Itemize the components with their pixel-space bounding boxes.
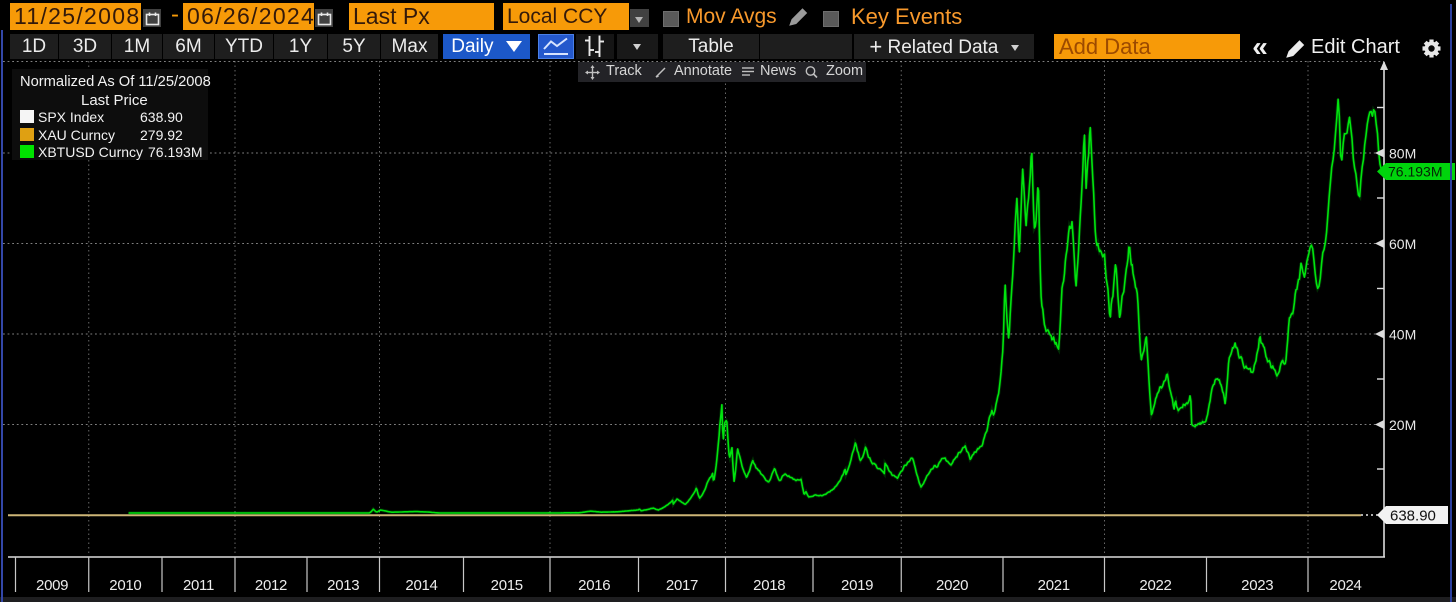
svg-text:2019: 2019 bbox=[841, 577, 873, 594]
svg-text:2024: 2024 bbox=[1329, 577, 1361, 594]
svg-text:2018: 2018 bbox=[753, 577, 785, 594]
svg-text:2010: 2010 bbox=[109, 577, 141, 594]
svg-text:2011: 2011 bbox=[183, 577, 214, 594]
svg-text:80M: 80M bbox=[1389, 146, 1416, 162]
svg-text:2016: 2016 bbox=[578, 577, 610, 594]
svg-text:76.193M: 76.193M bbox=[1388, 164, 1442, 180]
svg-text:2015: 2015 bbox=[491, 577, 523, 594]
svg-text:2021: 2021 bbox=[1038, 577, 1070, 594]
svg-text:638.90: 638.90 bbox=[1390, 508, 1436, 525]
svg-text:40M: 40M bbox=[1389, 327, 1416, 343]
svg-text:20M: 20M bbox=[1389, 417, 1416, 433]
svg-text:2020: 2020 bbox=[936, 577, 968, 594]
svg-text:2017: 2017 bbox=[666, 577, 698, 594]
svg-text:2023: 2023 bbox=[1241, 577, 1273, 594]
svg-text:2022: 2022 bbox=[1139, 577, 1171, 594]
svg-text:2009: 2009 bbox=[36, 577, 68, 594]
svg-text:60M: 60M bbox=[1389, 236, 1416, 252]
svg-text:2012: 2012 bbox=[255, 577, 287, 594]
svg-text:2014: 2014 bbox=[405, 577, 437, 594]
svg-text:2013: 2013 bbox=[327, 577, 359, 594]
